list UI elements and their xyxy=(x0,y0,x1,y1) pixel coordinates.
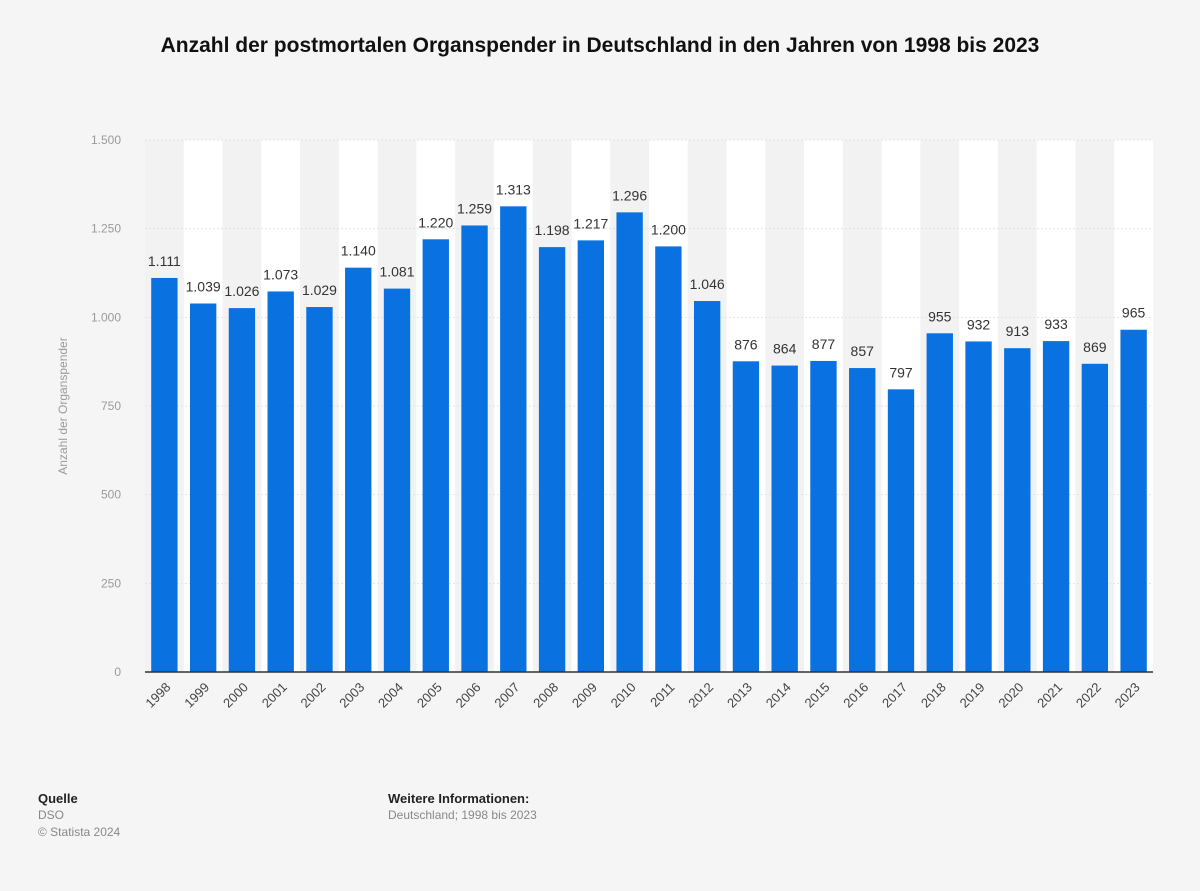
x-tick-label: 2007 xyxy=(491,680,522,711)
bar-value-label: 1.198 xyxy=(535,222,570,238)
x-tick-label: 2021 xyxy=(1034,680,1065,711)
bar-value-label: 1.026 xyxy=(224,283,259,299)
info-heading: Weitere Informationen: xyxy=(388,791,530,806)
x-tick-label: 2000 xyxy=(220,680,251,711)
x-tick-label: 2013 xyxy=(724,680,755,711)
x-tick-label: 2018 xyxy=(918,680,949,711)
info-block: Weitere Informationen: Deutschland; 1998… xyxy=(388,790,537,824)
bar-value-label: 1.029 xyxy=(302,282,337,298)
bar-value-label: 864 xyxy=(773,341,797,357)
x-tick-label: 2008 xyxy=(530,680,561,711)
bar-value-label: 1.217 xyxy=(573,215,608,231)
bar-value-label: 797 xyxy=(889,364,913,380)
bar xyxy=(577,240,605,672)
bar xyxy=(1081,363,1109,672)
bar-value-label: 913 xyxy=(1006,323,1030,339)
chart-title: Anzahl der postmortalen Organspender in … xyxy=(160,34,1040,57)
x-tick-label: 2010 xyxy=(608,680,639,711)
x-tick-label: 2006 xyxy=(453,680,484,711)
source-block: Quelle DSO © Statista 2024 xyxy=(38,790,120,841)
bar xyxy=(693,301,721,672)
bar xyxy=(771,365,798,672)
x-tick-label: 2011 xyxy=(647,680,677,710)
x-tick-label: 2002 xyxy=(298,680,329,711)
bar xyxy=(655,246,682,672)
bar-value-label: 1.039 xyxy=(186,279,221,295)
bar-value-label: 877 xyxy=(812,336,836,352)
bar xyxy=(345,267,372,672)
bar xyxy=(500,206,527,672)
bar-value-label: 1.081 xyxy=(379,264,414,280)
bar xyxy=(1120,329,1147,672)
bar xyxy=(306,307,333,672)
x-tick-label: 1998 xyxy=(142,680,173,711)
bar xyxy=(926,333,953,672)
bar xyxy=(422,239,449,672)
x-tick-label: 2022 xyxy=(1073,680,1104,711)
bar-value-label: 1.200 xyxy=(651,221,686,237)
x-tick-label: 1999 xyxy=(181,680,212,711)
x-tick-label: 2001 xyxy=(259,680,290,711)
source-heading: Quelle xyxy=(38,791,78,806)
source-name: DSO xyxy=(38,808,65,822)
bar-value-label: 1.220 xyxy=(418,214,453,230)
bar-value-label: 1.140 xyxy=(341,243,376,259)
x-tick-label: 2004 xyxy=(375,680,406,711)
y-tick-label: 1.500 xyxy=(91,133,121,147)
y-tick-label: 1.000 xyxy=(91,310,121,324)
bar xyxy=(1042,341,1070,672)
y-tick-label: 1.250 xyxy=(91,222,121,236)
bar-value-label: 1.296 xyxy=(612,187,647,203)
x-tick-label: 2003 xyxy=(336,680,367,711)
bar-value-label: 1.046 xyxy=(690,276,725,292)
bar xyxy=(267,291,294,672)
x-tick-label: 2009 xyxy=(569,680,600,711)
x-tick-label: 2014 xyxy=(763,680,794,711)
x-tick-label: 2020 xyxy=(995,680,1026,711)
x-tick-label: 2016 xyxy=(840,680,871,711)
y-axis-title: Anzahl der Organspender xyxy=(56,337,70,474)
bar xyxy=(461,225,488,672)
bar xyxy=(189,303,217,672)
info-text: Deutschland; 1998 bis 2023 xyxy=(388,808,537,822)
x-tick-label: 2019 xyxy=(957,680,988,711)
bar-value-label: 932 xyxy=(967,316,991,332)
bar xyxy=(810,360,837,672)
bar xyxy=(228,308,256,672)
bar xyxy=(616,212,643,673)
bar xyxy=(383,288,411,672)
bar-value-label: 965 xyxy=(1122,305,1146,321)
bar-value-label: 1.073 xyxy=(263,266,298,282)
x-tick-label: 2017 xyxy=(879,680,910,711)
bar xyxy=(849,368,876,672)
y-tick-label: 750 xyxy=(101,399,121,413)
bar-value-label: 955 xyxy=(928,308,952,324)
y-tick-label: 0 xyxy=(114,665,121,679)
bar-value-label: 1.111 xyxy=(148,253,181,269)
bar-value-label: 876 xyxy=(734,336,758,352)
bar xyxy=(887,389,915,672)
bar xyxy=(732,361,760,672)
bar-value-label: 869 xyxy=(1083,339,1107,355)
copyright: © Statista 2024 xyxy=(38,825,121,839)
y-tick-label: 250 xyxy=(101,576,121,590)
bar xyxy=(151,277,178,672)
bar xyxy=(538,247,566,673)
x-tick-label: 2023 xyxy=(1112,680,1143,711)
x-tick-label: 2005 xyxy=(414,680,445,711)
bar xyxy=(1004,348,1031,672)
bar-value-label: 1.259 xyxy=(457,200,492,216)
y-tick-label: 500 xyxy=(101,488,121,502)
x-tick-label: 2012 xyxy=(685,680,716,711)
bar-value-label: 933 xyxy=(1044,316,1068,332)
bar xyxy=(965,341,992,672)
x-tick-label: 2015 xyxy=(802,680,833,711)
bar-value-label: 857 xyxy=(851,343,875,359)
bar-value-label: 1.313 xyxy=(496,181,531,197)
